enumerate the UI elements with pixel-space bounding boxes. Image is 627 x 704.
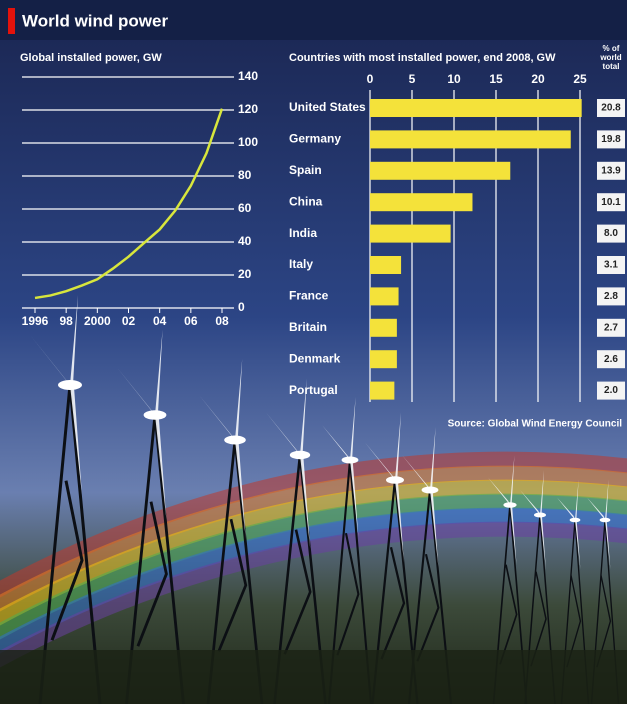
bar bbox=[370, 162, 510, 180]
x-tick-label: 10 bbox=[447, 72, 461, 86]
y-tick-label: 80 bbox=[238, 168, 252, 182]
share-label: 2.6 bbox=[604, 354, 618, 365]
turbine-hub bbox=[422, 487, 439, 494]
bar bbox=[370, 382, 394, 400]
share-label: 2.8 bbox=[604, 291, 618, 302]
category-label: Britain bbox=[289, 320, 327, 334]
category-label: United States bbox=[289, 100, 366, 114]
bar bbox=[370, 256, 401, 274]
turbine-hub bbox=[224, 436, 246, 445]
turbine-hub bbox=[290, 451, 310, 460]
share-label: 19.8 bbox=[601, 134, 621, 145]
source: Source: Global Wind Energy Council bbox=[448, 419, 623, 430]
share-label: 10.1 bbox=[601, 197, 621, 208]
x-tick-label: 06 bbox=[184, 314, 198, 328]
category-label: Germany bbox=[289, 132, 341, 146]
bar bbox=[370, 287, 399, 305]
y-tick-label: 60 bbox=[238, 201, 252, 215]
bar bbox=[370, 130, 571, 148]
bar bbox=[370, 99, 582, 117]
share-header: % of world total bbox=[595, 44, 627, 71]
share-label: 20.8 bbox=[601, 103, 621, 114]
x-tick-label: 5 bbox=[409, 72, 416, 86]
share-label: 3.1 bbox=[604, 260, 618, 271]
x-tick-label: 2000 bbox=[84, 314, 111, 328]
category-label: Denmark bbox=[289, 351, 341, 365]
turbine-hub bbox=[58, 380, 82, 390]
turbine-hub bbox=[342, 457, 359, 464]
infographic: World wind power Global installed power,… bbox=[0, 0, 627, 704]
y-tick-label: 0 bbox=[238, 300, 245, 314]
ground bbox=[0, 650, 627, 704]
turbine-hub bbox=[600, 518, 611, 523]
y-tick-label: 20 bbox=[238, 267, 252, 281]
share-label: 2.0 bbox=[604, 385, 618, 396]
category-label: China bbox=[289, 194, 323, 208]
page-title: World wind power bbox=[22, 11, 168, 30]
share-label: 8.0 bbox=[604, 228, 618, 239]
x-tick-label: 08 bbox=[215, 314, 229, 328]
x-tick-label: 20 bbox=[531, 72, 545, 86]
chart-title: Global installed power, GW bbox=[20, 52, 162, 64]
turbine-hub bbox=[386, 476, 404, 484]
bar bbox=[370, 350, 397, 368]
category-label: Portugal bbox=[289, 383, 338, 397]
turbine-hub bbox=[144, 410, 167, 420]
x-tick-label: 25 bbox=[573, 72, 587, 86]
turbine-hub bbox=[570, 518, 581, 523]
bar bbox=[370, 225, 451, 243]
x-tick-label: 02 bbox=[122, 314, 136, 328]
turbine-hub bbox=[503, 502, 516, 508]
x-tick-label: 04 bbox=[153, 314, 167, 328]
category-label: Italy bbox=[289, 257, 313, 271]
y-tick-label: 120 bbox=[238, 102, 258, 116]
turbine-hub bbox=[534, 513, 546, 518]
x-tick-label: 1996 bbox=[22, 314, 49, 328]
category-label: India bbox=[289, 226, 317, 240]
x-tick-label: 15 bbox=[489, 72, 503, 86]
y-tick-label: 100 bbox=[238, 135, 258, 149]
share-label: 13.9 bbox=[601, 165, 621, 176]
x-tick-label: 0 bbox=[367, 72, 374, 86]
category-label: Spain bbox=[289, 163, 322, 177]
bar bbox=[370, 193, 472, 211]
category-label: France bbox=[289, 289, 329, 303]
page: World wind power Global installed power,… bbox=[0, 0, 627, 704]
x-tick-label: 98 bbox=[59, 314, 73, 328]
y-tick-label: 140 bbox=[238, 69, 258, 83]
header-tab bbox=[8, 8, 15, 34]
share-label: 2.7 bbox=[604, 322, 618, 333]
y-tick-label: 40 bbox=[238, 234, 252, 248]
chart-title: Countries with most installed power, end… bbox=[289, 52, 556, 64]
bar bbox=[370, 319, 397, 337]
